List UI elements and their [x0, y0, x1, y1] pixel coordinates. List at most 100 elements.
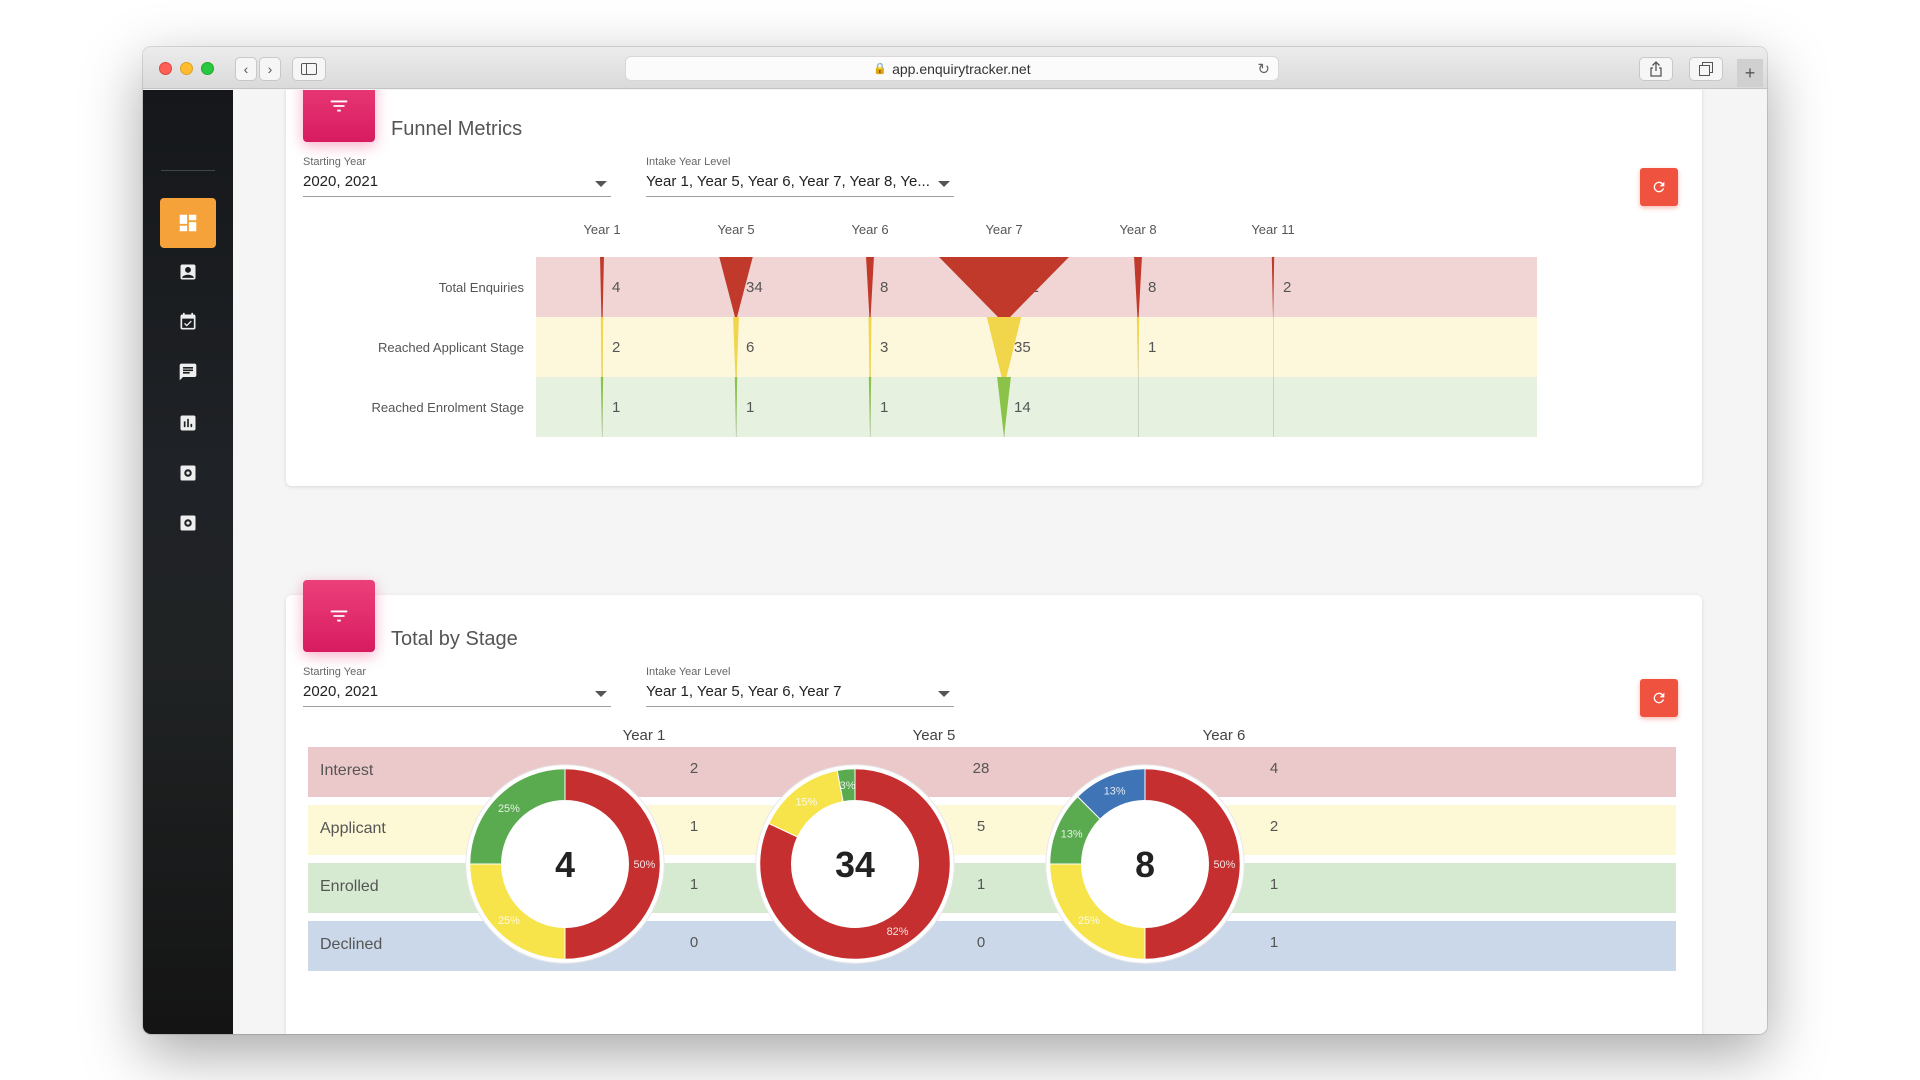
nav-calendar[interactable] — [160, 297, 216, 347]
new-tab-button[interactable]: + — [1737, 59, 1763, 87]
funnel-segment — [986, 317, 1022, 377]
funnel-starting-year-label: Starting Year — [303, 156, 366, 168]
url-text: app.enquirytracker.net — [892, 60, 1031, 77]
nav-messages[interactable] — [160, 347, 216, 397]
donut-slice-label: 25% — [1078, 915, 1100, 927]
tabs-overview-button[interactable] — [1689, 57, 1723, 81]
stage-row-label: Enrolled — [320, 878, 379, 895]
funnel-segment — [719, 257, 753, 317]
main-content: Funnel Metrics Starting Year 2020, 2021 … — [233, 90, 1767, 1034]
nav-admin-settings[interactable] — [160, 498, 216, 548]
chevron-down-icon — [595, 181, 607, 187]
funnel-column-header: Year 1 — [583, 222, 621, 237]
funnel-row-label: Total Enquiries — [438, 280, 524, 295]
nav-reports[interactable] — [160, 398, 216, 448]
funnel-column-header: Year 7 — [985, 222, 1023, 237]
stage-row-label: Declined — [320, 936, 383, 953]
funnel-segment — [868, 377, 872, 437]
funnel-intake-label: Intake Year Level — [646, 156, 731, 168]
funnel-refresh-button[interactable] — [1640, 168, 1678, 206]
funnel-value: 35 — [1014, 339, 1031, 356]
donut-total: 34 — [835, 845, 875, 885]
stage-column-header: Year 5 — [912, 727, 956, 744]
funnel-value: 14 — [1014, 399, 1031, 416]
filter-list-icon — [330, 610, 348, 622]
total-by-stage-card: Total by Stage Starting Year 2020, 2021 … — [286, 580, 1702, 1034]
funnel-segment — [1271, 257, 1275, 317]
sidebar-divider — [161, 170, 215, 171]
funnel-row-band — [536, 377, 1537, 437]
filter-list-icon — [330, 100, 348, 112]
funnel-row-band — [536, 317, 1537, 377]
funnel-value: 4 — [612, 279, 621, 296]
funnel-starting-year-select[interactable]: 2020, 2021 — [303, 173, 611, 197]
back-button[interactable]: ‹ — [235, 57, 257, 81]
stage-value: 1 — [689, 876, 699, 893]
stage-value: 0 — [976, 934, 986, 951]
nav-contacts[interactable] — [160, 247, 216, 297]
funnel-card-icon — [303, 90, 375, 142]
nav-dashboard[interactable] — [160, 198, 216, 248]
donut-slice-label: 15% — [795, 796, 817, 808]
funnel-row-label: Reached Applicant Stage — [378, 340, 524, 355]
stage-refresh-button[interactable] — [1640, 679, 1678, 717]
stage-card-icon — [303, 580, 375, 652]
funnel-value: 2 — [612, 339, 621, 356]
plus-icon: + — [1744, 62, 1756, 83]
address-bar[interactable]: 🔒 app.enquirytracker.net ↻ — [625, 56, 1279, 81]
funnel-segment — [600, 257, 604, 317]
funnel-column-header: Year 11 — [1251, 222, 1295, 237]
contact-card-icon — [180, 264, 196, 280]
funnel-value: 8 — [1148, 279, 1157, 296]
funnel-value: 1 — [1148, 339, 1157, 356]
donut-slice-label: 25% — [498, 803, 520, 815]
calendar-check-icon — [180, 312, 196, 330]
funnel-segment — [868, 317, 872, 377]
funnel-intake-select[interactable]: Year 1, Year 5, Year 6, Year 7, Year 8, … — [646, 173, 954, 197]
stage-value: 2 — [689, 760, 699, 777]
funnel-intake-value: Year 1, Year 5, Year 6, Year 7, Year 8, … — [646, 173, 930, 190]
stage-row-label: Applicant — [320, 820, 386, 837]
stage-intake-label: Intake Year Level — [646, 666, 731, 678]
stage-column-header: Year 6 — [1202, 727, 1246, 744]
chevron-down-icon — [938, 691, 950, 697]
share-icon — [1650, 61, 1662, 77]
sidebar-toggle-icon — [301, 63, 317, 75]
funnel-segment — [997, 377, 1011, 437]
donut-chart: 50% 25% 13% 13% 8 — [1045, 764, 1245, 964]
forward-button[interactable]: › — [259, 57, 281, 81]
funnel-value: 6 — [746, 339, 755, 356]
funnel-value: 3 — [880, 339, 889, 356]
funnel-row-label: Reached Enrolment Stage — [371, 400, 524, 415]
stage-value: 4 — [1269, 760, 1279, 777]
sidebar-toggle-button[interactable] — [292, 57, 326, 81]
close-window-button[interactable] — [159, 62, 172, 75]
nav-settings[interactable] — [160, 448, 216, 498]
minimize-window-button[interactable] — [180, 62, 193, 75]
stage-intake-select[interactable]: Year 1, Year 5, Year 6, Year 7 — [646, 683, 954, 707]
funnel-segment — [1134, 257, 1142, 317]
message-icon — [179, 363, 197, 381]
funnel-card-title: Funnel Metrics — [391, 118, 523, 140]
funnel-value: 8 — [880, 279, 889, 296]
stage-value: 2 — [1269, 818, 1279, 835]
lock-icon: 🔒 — [873, 63, 888, 75]
browser-titlebar: ‹ › 🔒 app.enquirytracker.net ↻ + — [143, 47, 1767, 89]
funnel-column-header: Year 5 — [717, 222, 755, 237]
donut-chart: 50% 25% 25% 4 — [465, 764, 665, 964]
funnel-value: 34 — [746, 279, 763, 296]
stage-value: 0 — [689, 934, 699, 951]
maximize-window-button[interactable] — [201, 62, 214, 75]
funnel-metrics-card: Funnel Metrics Starting Year 2020, 2021 … — [286, 90, 1702, 486]
funnel-column-divider — [1273, 257, 1274, 437]
settings-icon — [180, 465, 196, 481]
stage-card-title: Total by Stage — [391, 628, 518, 650]
donut-slice-label: 50% — [1213, 859, 1235, 871]
donut-slice-label: 25% — [498, 915, 520, 927]
stage-starting-year-select[interactable]: 2020, 2021 — [303, 683, 611, 707]
funnel-value: 1 — [746, 399, 755, 416]
donut-slice-label: 13% — [1061, 829, 1083, 841]
reload-icon[interactable]: ↻ — [1257, 61, 1270, 78]
funnel-shapes — [600, 257, 1275, 437]
share-button[interactable] — [1639, 57, 1673, 81]
